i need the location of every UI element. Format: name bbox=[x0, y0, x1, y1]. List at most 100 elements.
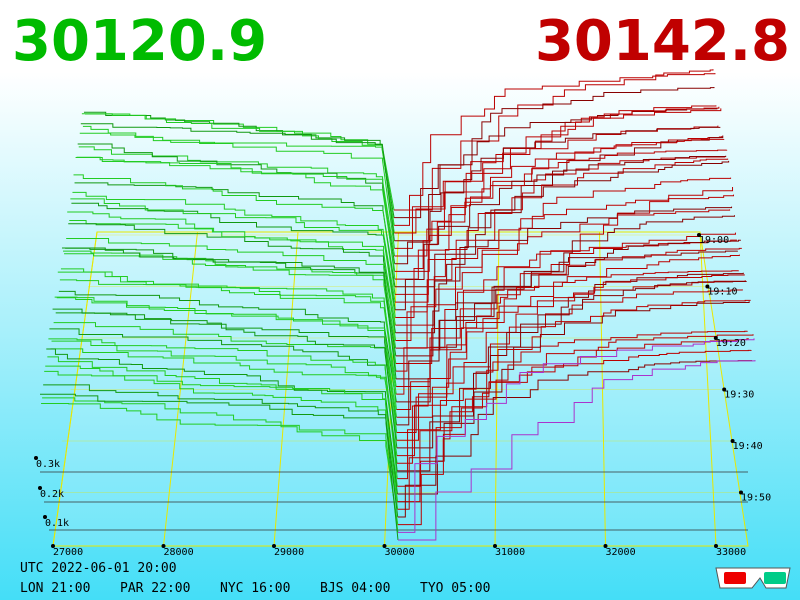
ask-depth-line bbox=[394, 136, 723, 280]
zone-time: LON 21:00 bbox=[20, 581, 90, 596]
bid-depth-line bbox=[70, 198, 396, 318]
bid-depth-line bbox=[68, 223, 396, 333]
bid-depth-line bbox=[43, 384, 399, 518]
tick-dot bbox=[51, 544, 55, 548]
tick-dot bbox=[603, 544, 608, 548]
bid-depth-line bbox=[48, 338, 398, 479]
tick-dot bbox=[34, 456, 38, 460]
price-tick-label: 30000 bbox=[385, 547, 415, 558]
bid-depth-line bbox=[44, 370, 399, 510]
ask-depth-line bbox=[395, 177, 732, 349]
ask-depth-line bbox=[397, 338, 749, 487]
tick-dot bbox=[493, 544, 497, 548]
bid-depth-line bbox=[42, 397, 399, 525]
ask-price: 30142.8 bbox=[535, 9, 790, 74]
bid-depth-line bbox=[53, 322, 398, 441]
bid-depth-line bbox=[80, 123, 395, 241]
price-tick-label: 27000 bbox=[53, 547, 83, 558]
depth-tick-label: 0.1k bbox=[45, 518, 69, 529]
ask-depth-line bbox=[397, 330, 748, 480]
bid-depth-line bbox=[73, 174, 396, 295]
depth-tick-label: 0.3k bbox=[36, 459, 60, 470]
bid-depth-line bbox=[45, 365, 399, 502]
time-tick-label: 19:00 bbox=[699, 235, 729, 246]
ask-depth-line bbox=[397, 280, 747, 472]
utc-time: UTC 2022-06-01 20:00 bbox=[20, 561, 177, 576]
ask-depth-line bbox=[395, 160, 730, 334]
tick-dot bbox=[730, 439, 735, 443]
ask-depth-line bbox=[395, 158, 729, 326]
price-tick-label: 33000 bbox=[716, 547, 746, 558]
bid-depth-line bbox=[63, 250, 397, 372]
ask-depth-line bbox=[395, 209, 731, 341]
bid-depth-line bbox=[40, 393, 399, 541]
ask-depth-line bbox=[396, 274, 745, 457]
floor-grid-line bbox=[52, 231, 98, 547]
ask-depth-line bbox=[395, 138, 725, 295]
ask-depth-line bbox=[394, 126, 721, 265]
depth-lines bbox=[40, 69, 756, 541]
bid-price: 30120.9 bbox=[12, 9, 267, 74]
ask-depth-line bbox=[397, 280, 746, 464]
ask-depth-line bbox=[395, 206, 733, 357]
time-tick-label: 19:20 bbox=[716, 338, 746, 349]
zone-time: BJS 04:00 bbox=[320, 581, 390, 596]
ask-depth-line bbox=[394, 108, 718, 242]
bid-depth-line bbox=[77, 143, 396, 264]
ask-depth-line bbox=[397, 301, 750, 495]
bid-depth-line bbox=[46, 348, 398, 495]
tick-dot bbox=[38, 486, 42, 490]
ask-depth-line bbox=[396, 239, 737, 395]
ask-depth-line bbox=[396, 215, 735, 380]
tick-dot bbox=[272, 544, 276, 548]
tick-dot bbox=[713, 336, 718, 340]
bid-depth-line bbox=[52, 308, 398, 448]
time-tick-label: 19:40 bbox=[733, 441, 763, 452]
ask-depth-line bbox=[396, 239, 741, 426]
ask-depth-line bbox=[395, 149, 728, 318]
bid-depth-line bbox=[50, 348, 398, 464]
price-tick-label: 31000 bbox=[495, 547, 525, 558]
price-tick-label: 28000 bbox=[164, 547, 194, 558]
ask-depth-line bbox=[394, 106, 720, 257]
ask-depth-line bbox=[396, 232, 736, 388]
tick-dot bbox=[697, 233, 701, 237]
floor-grid-line bbox=[699, 231, 717, 547]
price-tick-label: 32000 bbox=[606, 547, 636, 558]
bid-depth-line bbox=[81, 113, 395, 234]
tick-dot bbox=[714, 544, 718, 548]
ask-depth-line bbox=[396, 254, 740, 418]
time-tick-label: 19:30 bbox=[724, 390, 754, 401]
ask-depth-line bbox=[397, 360, 753, 518]
bid-depth-line bbox=[82, 125, 395, 226]
tick-dot bbox=[382, 544, 387, 548]
price-tick-label: 29000 bbox=[274, 547, 304, 558]
zone-time: PAR 22:00 bbox=[120, 581, 190, 596]
bid-depth-line bbox=[72, 191, 396, 303]
bid-depth-line bbox=[61, 247, 397, 379]
labels: 27000 28000 29000 30000 31000 32000 33000 0.1k 0… bbox=[20, 233, 771, 596]
ask-depth-line bbox=[394, 125, 719, 249]
ask-depth-line bbox=[395, 155, 726, 303]
ask-depth-line bbox=[397, 349, 752, 510]
ask-depth-line bbox=[394, 69, 714, 211]
ask-depth-line bbox=[394, 135, 724, 288]
ask-depth-line bbox=[397, 338, 755, 533]
bid-depth-line bbox=[51, 340, 398, 456]
bid-depth-line bbox=[76, 156, 396, 272]
bid-depth-line bbox=[58, 290, 397, 402]
tick-dot bbox=[722, 387, 727, 392]
tick-dot bbox=[161, 544, 166, 548]
time-tick-label: 19:50 bbox=[741, 493, 771, 504]
ask-depth-line bbox=[397, 299, 751, 503]
bid-depth-line bbox=[49, 328, 398, 471]
zone-time: NYC 16:00 bbox=[220, 581, 290, 596]
ask-depth-line bbox=[396, 250, 738, 403]
bid-depth-line bbox=[78, 146, 396, 257]
bid-depth-line bbox=[67, 211, 397, 341]
bid-depth-line bbox=[71, 202, 396, 310]
time-tick-label: 19:10 bbox=[707, 287, 737, 298]
bid-depth-line bbox=[79, 132, 395, 249]
